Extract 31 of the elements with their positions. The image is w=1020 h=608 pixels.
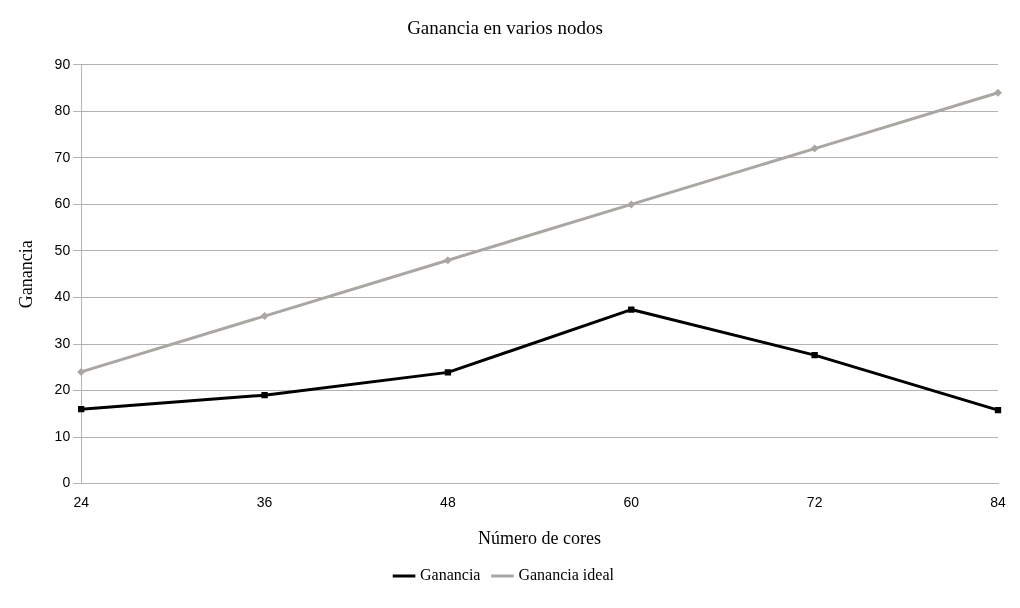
point	[444, 369, 452, 376]
point	[994, 88, 1002, 97]
y-axis-title: Ganancia	[15, 240, 36, 309]
y-tick-label: 0	[62, 474, 71, 491]
y-tick-label: 60	[54, 195, 71, 212]
y-tick-label: 90	[54, 55, 71, 72]
point	[77, 367, 86, 376]
x-tick-label: 84	[990, 493, 1006, 510]
y-tick-label: 70	[54, 148, 71, 165]
point	[260, 312, 269, 321]
x-tick-label: 36	[256, 493, 273, 510]
y-tick-label: 20	[54, 381, 71, 398]
x-axis-title: Número de cores	[478, 527, 602, 548]
y-tick-label: 50	[54, 241, 71, 258]
x-tick-label: 72	[806, 493, 823, 510]
legend-label: Ganancia ideal	[518, 566, 615, 584]
point	[261, 392, 268, 399]
y-tick-label: 10	[54, 427, 71, 444]
point	[443, 256, 452, 265]
point	[627, 200, 636, 209]
y-tick-label: 40	[54, 288, 71, 305]
y-tick-label: 80	[54, 102, 71, 119]
x-tick-label: 24	[73, 493, 90, 510]
point	[628, 306, 635, 313]
point	[811, 351, 818, 359]
chart-title: Ganancia en varios nodos	[407, 17, 603, 39]
x-tick-label: 60	[623, 493, 640, 510]
x-tick-label: 48	[440, 493, 456, 510]
y-tick-label: 30	[54, 334, 71, 351]
legend-label: Ganancia	[420, 566, 481, 584]
point	[810, 144, 819, 153]
